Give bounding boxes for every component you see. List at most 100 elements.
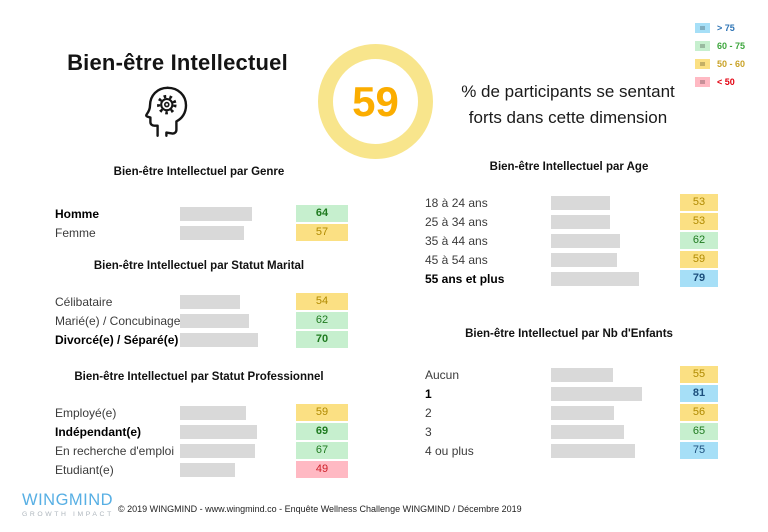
value-cell: 64 [296, 205, 348, 222]
value-bar [551, 271, 639, 286]
value-cell: 75 [680, 442, 718, 459]
chart-row: 18 à 24 ans 53 [420, 193, 718, 212]
bar-track [551, 405, 680, 420]
chart-rows: Employé(e) 59 Indépendant(e) 69 En recherche… [50, 403, 348, 479]
page-title: Bien-être Intellectuel [67, 50, 288, 75]
legend-swatch [695, 77, 710, 87]
chart-row: 45 à 54 ans 59 [420, 250, 718, 269]
bar-track [551, 367, 680, 382]
chart-row: Aucun 55 [420, 365, 718, 384]
row-label: Etudiant(e) [55, 462, 114, 477]
value-cell: 56 [680, 404, 718, 421]
value-bar [551, 405, 614, 420]
row-label: Employé(e) [55, 405, 117, 420]
bar-track [551, 386, 680, 401]
row-label: En recherche d'emploi [55, 443, 175, 458]
value-cell: 54 [296, 293, 348, 310]
copyright-text: © 2019 WINGMIND - www.wingmind.co - Enqu… [118, 504, 522, 514]
value-cell: 65 [680, 423, 718, 440]
row-label: 4 ou plus [425, 443, 474, 458]
value-cell: 59 [680, 251, 718, 268]
chart-row: En recherche d'emploi 67 [50, 441, 348, 460]
chart-nb-enfants: Bien-être Intellectuel par Nb d'Enfants … [420, 328, 718, 460]
value-cell: 53 [680, 213, 718, 230]
value-bar [180, 405, 246, 420]
chart-title: Bien-être Intellectuel par Age [489, 161, 649, 173]
value-cell: 59 [296, 404, 348, 421]
value-cell: 67 [296, 442, 348, 459]
logo-title: WINGMIND [22, 491, 114, 509]
row-label: Homme [55, 206, 100, 221]
chart-row: 3 65 [420, 422, 718, 441]
row-label: 35 à 44 ans [425, 233, 488, 248]
value-cell: 69 [296, 423, 348, 440]
chart-row: Femme 57 [50, 223, 348, 242]
chart-row: 1 81 [420, 384, 718, 403]
value-bar [551, 367, 613, 382]
chart-row: 55 ans et plus 79 [420, 269, 718, 288]
value-bar [180, 424, 257, 439]
description-line-2: forts dans cette dimension [468, 107, 668, 127]
bar-track [180, 313, 296, 328]
row-label: Célibataire [55, 294, 113, 309]
legend-label: 60 - 75 [717, 41, 746, 51]
value-cell: 81 [680, 385, 718, 402]
value-bar [180, 462, 235, 477]
chart-rows: Homme 64 Femme 57 [50, 204, 348, 242]
chart-row: Indépendant(e) 69 [50, 422, 348, 441]
value-cell: 49 [296, 461, 348, 478]
chart-rows: 18 à 24 ans 53 25 à 34 ans 53 35 à 44 ans 62 4… [420, 193, 718, 288]
head-gear-icon [145, 86, 188, 137]
legend-item: > 75 [695, 23, 745, 33]
legend-swatch [695, 23, 710, 33]
value-bar [551, 424, 624, 439]
bar-track [551, 424, 680, 439]
bar-track [180, 405, 296, 420]
row-label: 1 [425, 386, 432, 401]
value-bar [180, 294, 240, 309]
bar-track [180, 443, 296, 458]
value-bar [551, 233, 620, 248]
row-label: 2 [425, 405, 432, 420]
row-label: 45 à 54 ans [425, 252, 488, 267]
wingmind-logo: WINGMIND GROWTH IMPACT [22, 491, 114, 518]
chart-row: 4 ou plus 75 [420, 441, 718, 460]
value-bar [180, 443, 255, 458]
score-ring: 59 [318, 44, 433, 159]
legend-item: < 50 [695, 77, 745, 87]
value-bar [551, 252, 617, 267]
chart-row: 25 à 34 ans 53 [420, 212, 718, 231]
bar-track [551, 195, 680, 210]
value-bar [180, 332, 258, 347]
chart-genre: Bien-être Intellectuel par Genre Homme 64… [50, 166, 348, 242]
row-label: Indépendant(e) [55, 424, 141, 439]
value-bar [551, 443, 635, 458]
legend-label: 50 - 60 [717, 59, 746, 69]
bar-track [551, 214, 680, 229]
legend-swatch [695, 41, 710, 51]
bar-track [180, 206, 296, 221]
bar-track [551, 252, 680, 267]
chart-rows: Aucun 55 1 81 2 56 3 65 4 ou plus 75 [420, 365, 718, 460]
value-cell: 62 [680, 232, 718, 249]
chart-title: Bien-être Intellectuel par Statut Profes… [74, 371, 324, 383]
bar-track [180, 294, 296, 309]
chart-age: Bien-être Intellectuel par Age 18 à 24 a… [420, 161, 718, 288]
bar-track [551, 271, 680, 286]
legend-label: > 75 [717, 23, 735, 33]
value-cell: 55 [680, 366, 718, 383]
legend-item: 60 - 75 [695, 41, 745, 51]
value-bar [180, 206, 252, 221]
value-cell: 79 [680, 270, 718, 287]
bar-track [180, 424, 296, 439]
value-bar [551, 195, 610, 210]
row-label: Marié(e) / Concubinage [55, 313, 181, 328]
score-legend: > 75 60 - 75 50 - 60 < 50 [695, 23, 745, 95]
value-bar [551, 214, 610, 229]
value-cell: 53 [680, 194, 718, 211]
score-value: 59 [352, 77, 399, 125]
chart-row: 2 56 [420, 403, 718, 422]
row-label: Femme [55, 225, 96, 240]
chart-rows: Célibataire 54 Marié(e) / Concubinage 62 Div… [50, 292, 348, 349]
